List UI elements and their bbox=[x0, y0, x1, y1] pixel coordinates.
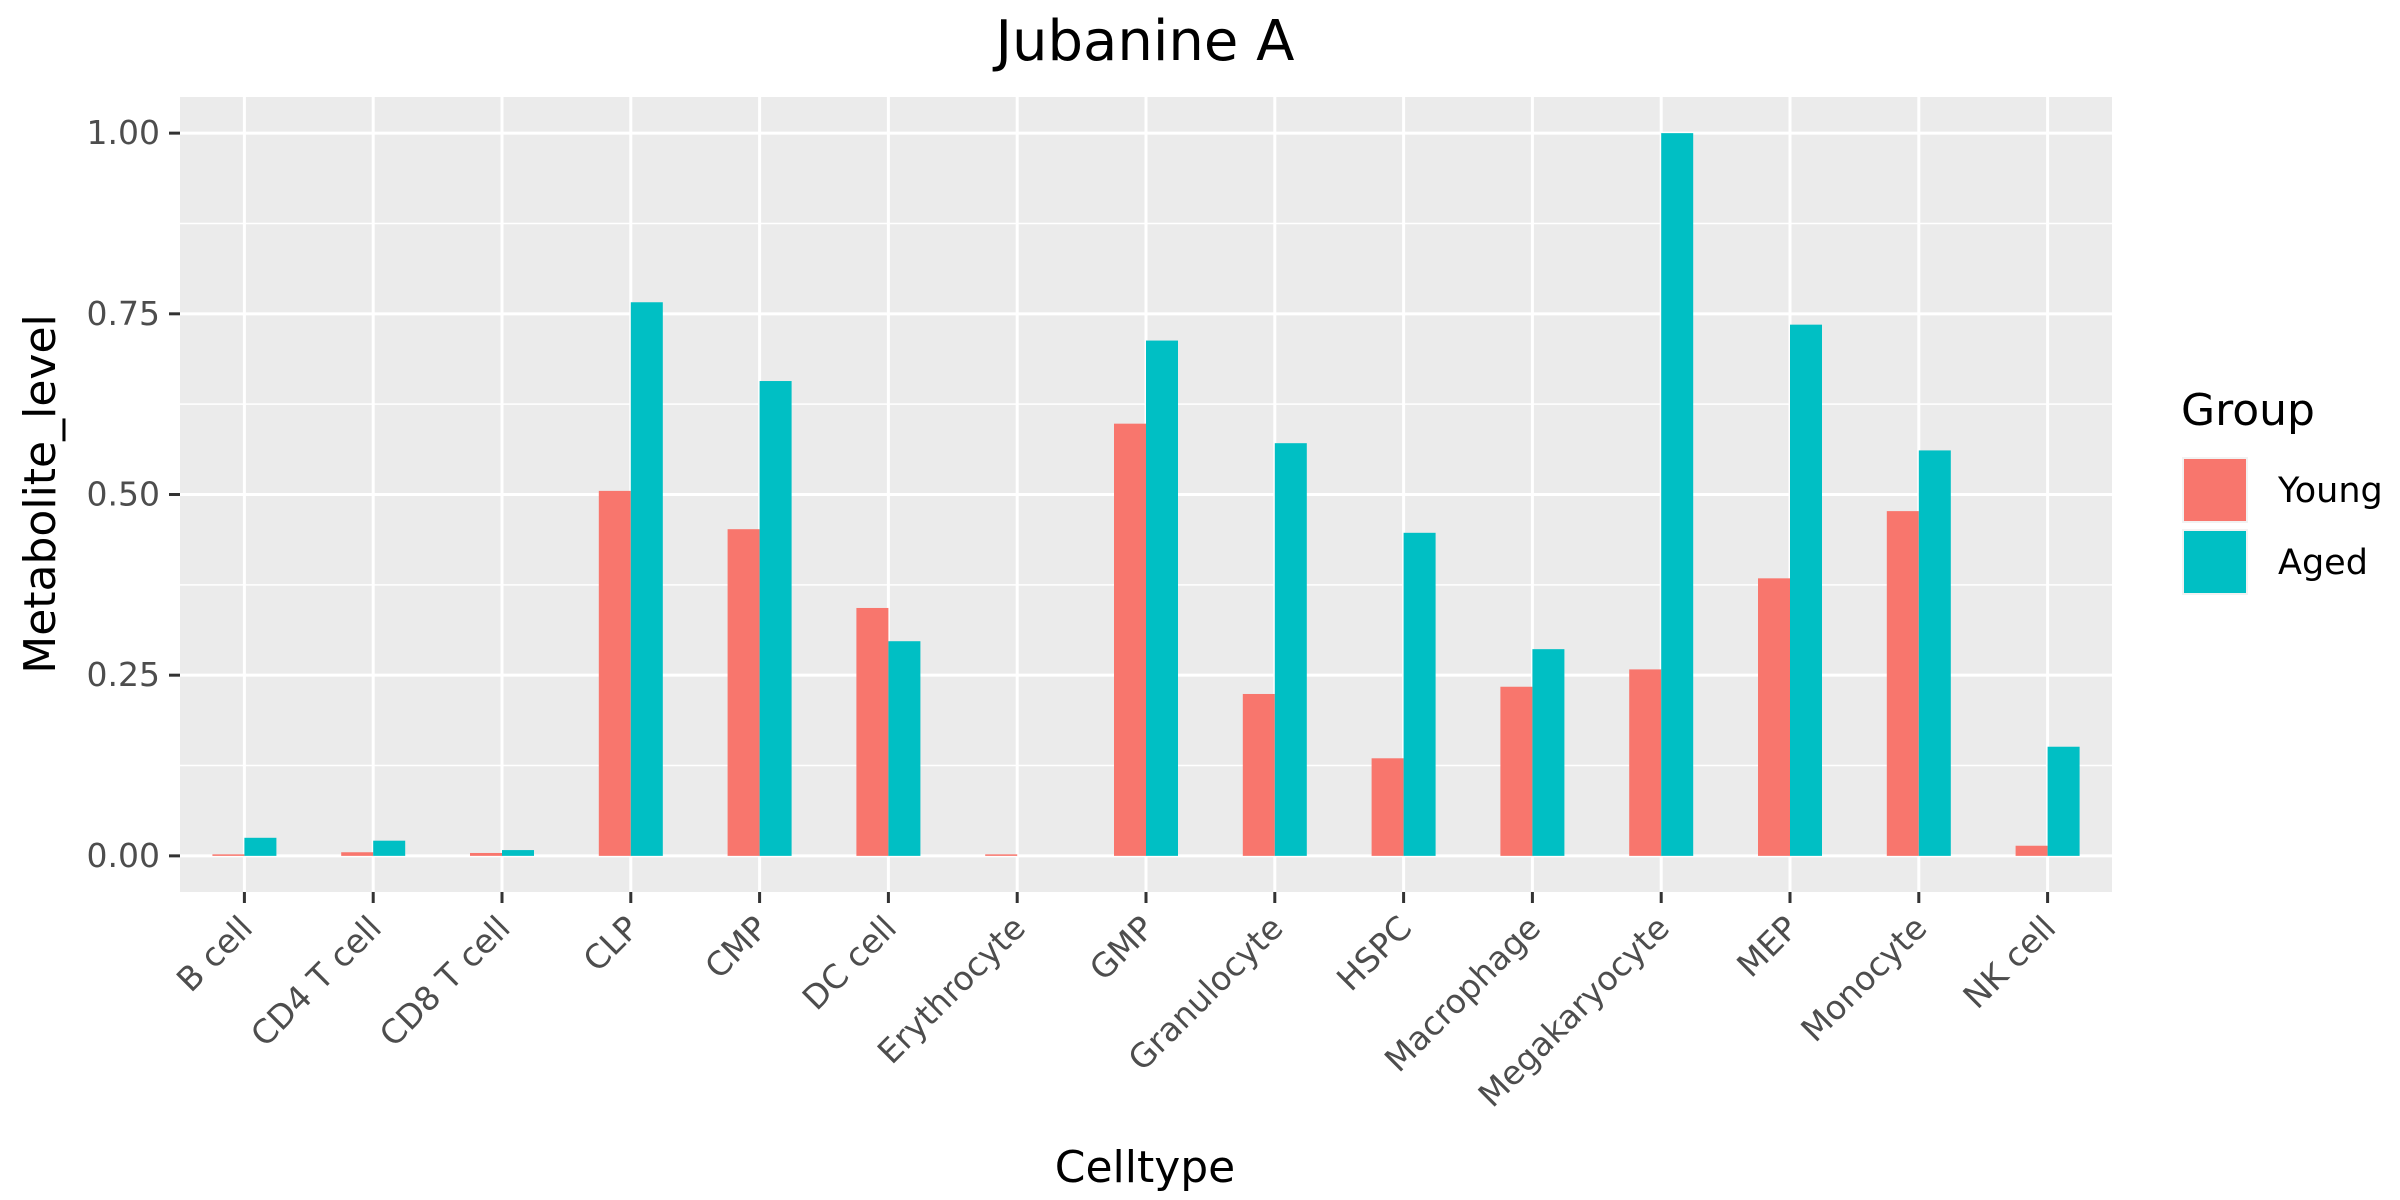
y-axis-title: Metabolite_level bbox=[15, 314, 66, 674]
bar-young bbox=[727, 529, 760, 856]
bar-aged bbox=[502, 850, 534, 856]
y-tick-label: 0.00 bbox=[87, 836, 160, 875]
y-tick-label: 0.25 bbox=[87, 655, 160, 694]
bar-young bbox=[1758, 578, 1790, 856]
bar-aged bbox=[630, 302, 663, 856]
x-axis-title: Celltype bbox=[1055, 1142, 1236, 1193]
bar-young bbox=[985, 854, 1018, 856]
legend-label-aged: Aged bbox=[2278, 543, 2368, 583]
bar-aged bbox=[1146, 340, 1178, 856]
bar-young bbox=[1114, 423, 1146, 856]
x-tick-label: CLP bbox=[576, 908, 647, 979]
legend: Group Young Aged bbox=[2181, 385, 2383, 595]
chart-title: Jubanine A bbox=[993, 9, 1295, 74]
x-tick-label: CD8 T cell bbox=[372, 908, 518, 1054]
y-axis: 0.00 0.25 0.50 0.75 1.00 bbox=[87, 113, 180, 875]
bar-aged bbox=[373, 840, 406, 856]
bar-young bbox=[1886, 511, 1919, 856]
bar-young bbox=[470, 852, 502, 856]
bar-aged bbox=[2047, 746, 2080, 856]
x-tick-label: MEP bbox=[1729, 908, 1806, 985]
x-tick-label: Monocyte bbox=[1793, 908, 1934, 1049]
x-tick-label: HSPC bbox=[1329, 908, 1419, 998]
x-tick-label: GMP bbox=[1082, 908, 1162, 988]
legend-key-young bbox=[2184, 459, 2246, 521]
bar-aged bbox=[1918, 450, 1951, 856]
x-tick-label: DC cell bbox=[795, 908, 904, 1017]
legend-key-aged bbox=[2184, 531, 2246, 593]
bar-aged bbox=[888, 641, 921, 856]
bar-aged bbox=[759, 381, 792, 856]
bar-young bbox=[212, 854, 245, 856]
bar-young bbox=[856, 607, 889, 856]
x-tick-label: B cell bbox=[169, 908, 260, 999]
bar-young bbox=[598, 490, 631, 856]
bar-aged bbox=[244, 837, 277, 856]
bar-aged bbox=[1274, 443, 1307, 856]
bar-young bbox=[1629, 669, 1662, 856]
bar-young bbox=[1500, 686, 1533, 856]
bar-aged bbox=[1661, 133, 1694, 856]
bar-young bbox=[1371, 758, 1404, 856]
legend-label-young: Young bbox=[2277, 471, 2383, 511]
bar-young bbox=[341, 852, 374, 856]
bar-young bbox=[1242, 693, 1275, 856]
bar-aged bbox=[1790, 324, 1822, 856]
bars bbox=[212, 133, 2080, 856]
bar-aged bbox=[1532, 649, 1565, 856]
x-tick-label: CMP bbox=[697, 908, 775, 986]
x-tick-label: NK cell bbox=[1955, 908, 2063, 1016]
bar-young bbox=[2015, 845, 2048, 856]
x-tick-label: CD4 T cell bbox=[243, 908, 389, 1054]
legend-title: Group bbox=[2181, 385, 2315, 436]
y-tick-label: 0.75 bbox=[87, 294, 160, 333]
y-tick-label: 1.00 bbox=[87, 113, 160, 152]
bar-aged bbox=[1403, 532, 1436, 856]
y-tick-label: 0.50 bbox=[87, 475, 160, 514]
